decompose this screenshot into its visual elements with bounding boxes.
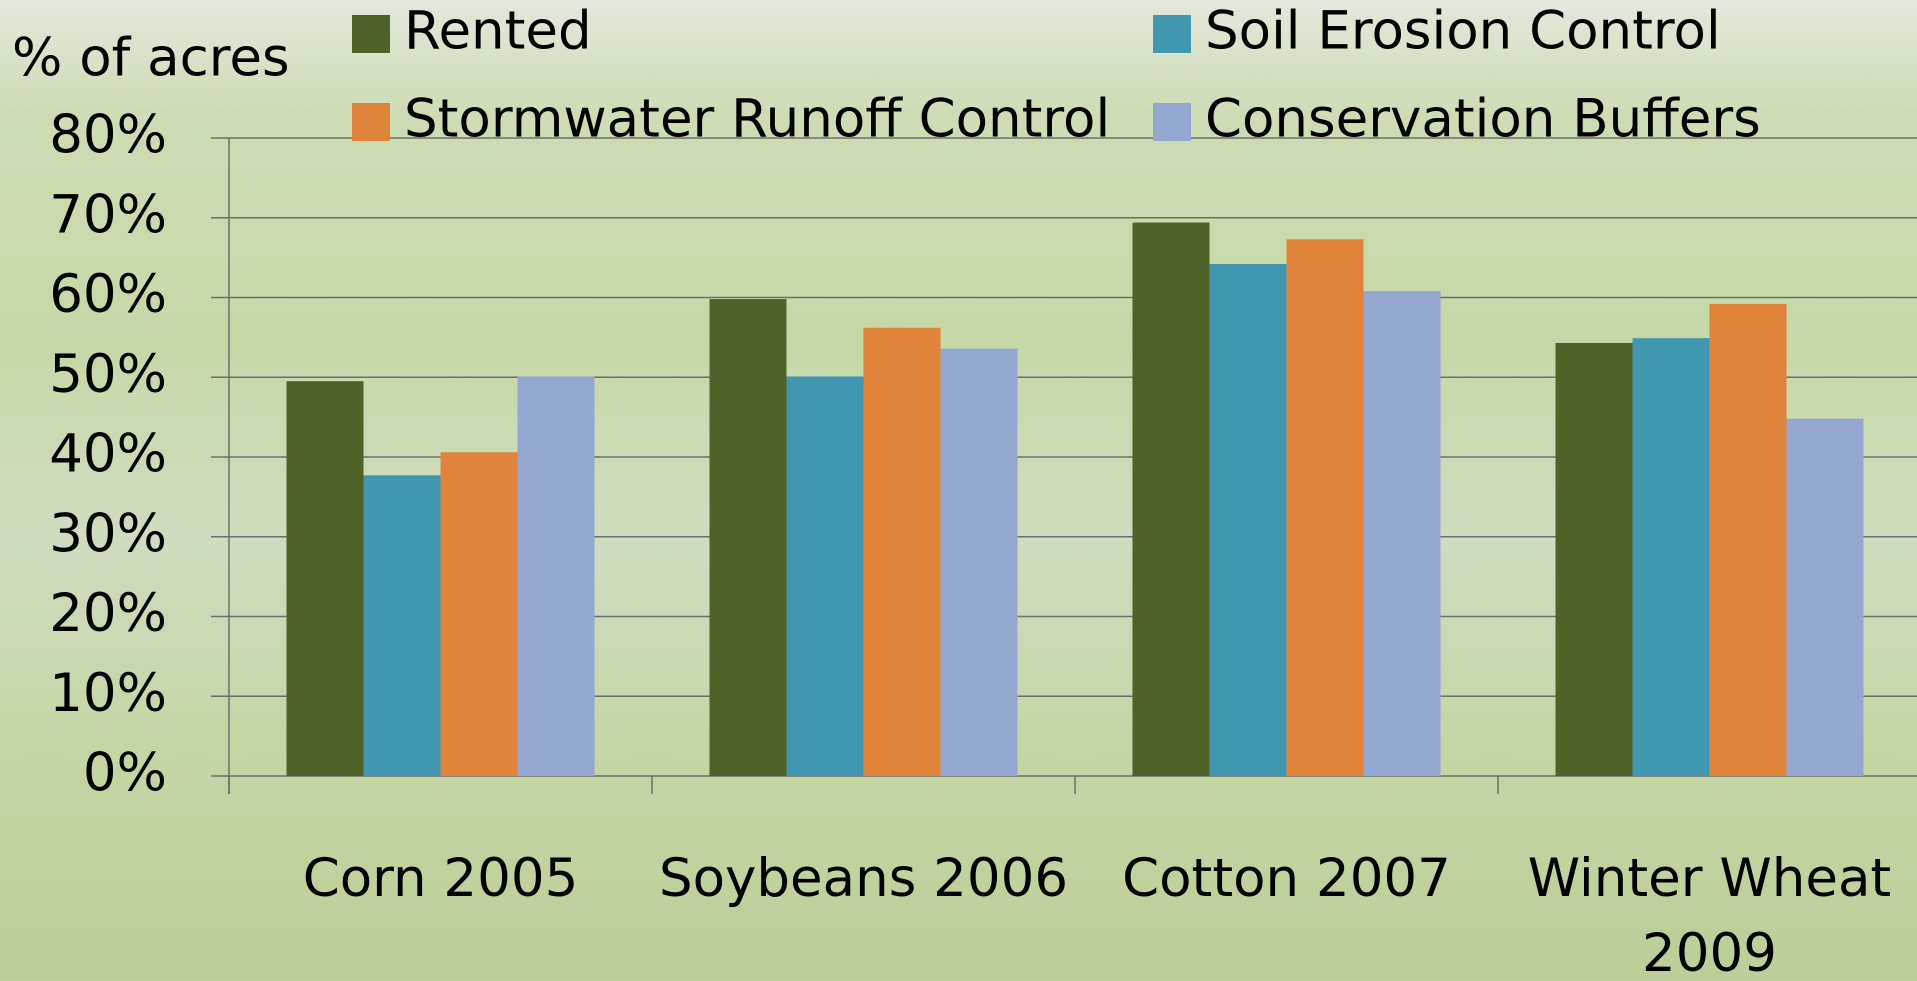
bar [1133, 223, 1210, 776]
bar [1556, 343, 1633, 776]
bar [1787, 419, 1864, 776]
legend-swatch [1153, 15, 1191, 53]
bar [1364, 291, 1441, 776]
bar [441, 452, 518, 776]
y-axis-label: % of acres [12, 28, 290, 89]
bar [287, 381, 364, 776]
bar [1633, 338, 1710, 776]
y-tick-label: 10% [49, 663, 167, 724]
legend-label: Stormwater Runoff Control [404, 89, 1110, 150]
y-tick-label: 60% [49, 264, 167, 325]
x-tick-label: Corn 2005 [231, 841, 651, 916]
bar [1710, 304, 1787, 776]
y-tick-label: 50% [49, 344, 167, 405]
legend-swatch [352, 15, 390, 53]
y-tick-label: 20% [49, 583, 167, 644]
chart: % of acres 0% 10% 20% 30% 40% 50% 60% 70% 80% Ren… [0, 0, 1917, 981]
legend-label: Soil Erosion Control [1205, 1, 1721, 62]
legend-swatch [352, 103, 390, 141]
bar [1287, 239, 1364, 776]
bar [710, 299, 787, 776]
y-tick-label: 0% [83, 743, 167, 804]
bar [1210, 264, 1287, 776]
y-tick-label: 40% [49, 424, 167, 485]
x-tick-label: Winter Wheat 2009 [1500, 841, 1917, 981]
x-tick-label: Soybeans 2006 [654, 841, 1074, 916]
x-tick-label: Cotton 2007 [1077, 841, 1497, 916]
y-tick-label: 30% [49, 503, 167, 564]
legend-swatch [1153, 103, 1191, 141]
legend-label: Conservation Buffers [1205, 89, 1761, 150]
y-tick-label: 70% [49, 184, 167, 245]
bar [864, 328, 941, 776]
bar [364, 475, 441, 776]
page: % of acres 0% 10% 20% 30% 40% 50% 60% 70% 80% Ren… [0, 0, 1917, 981]
legend-label: Rented [404, 1, 592, 62]
y-tick-label: 80% [49, 105, 167, 166]
bar [787, 376, 864, 776]
bar [941, 349, 1018, 776]
bar [518, 376, 595, 776]
